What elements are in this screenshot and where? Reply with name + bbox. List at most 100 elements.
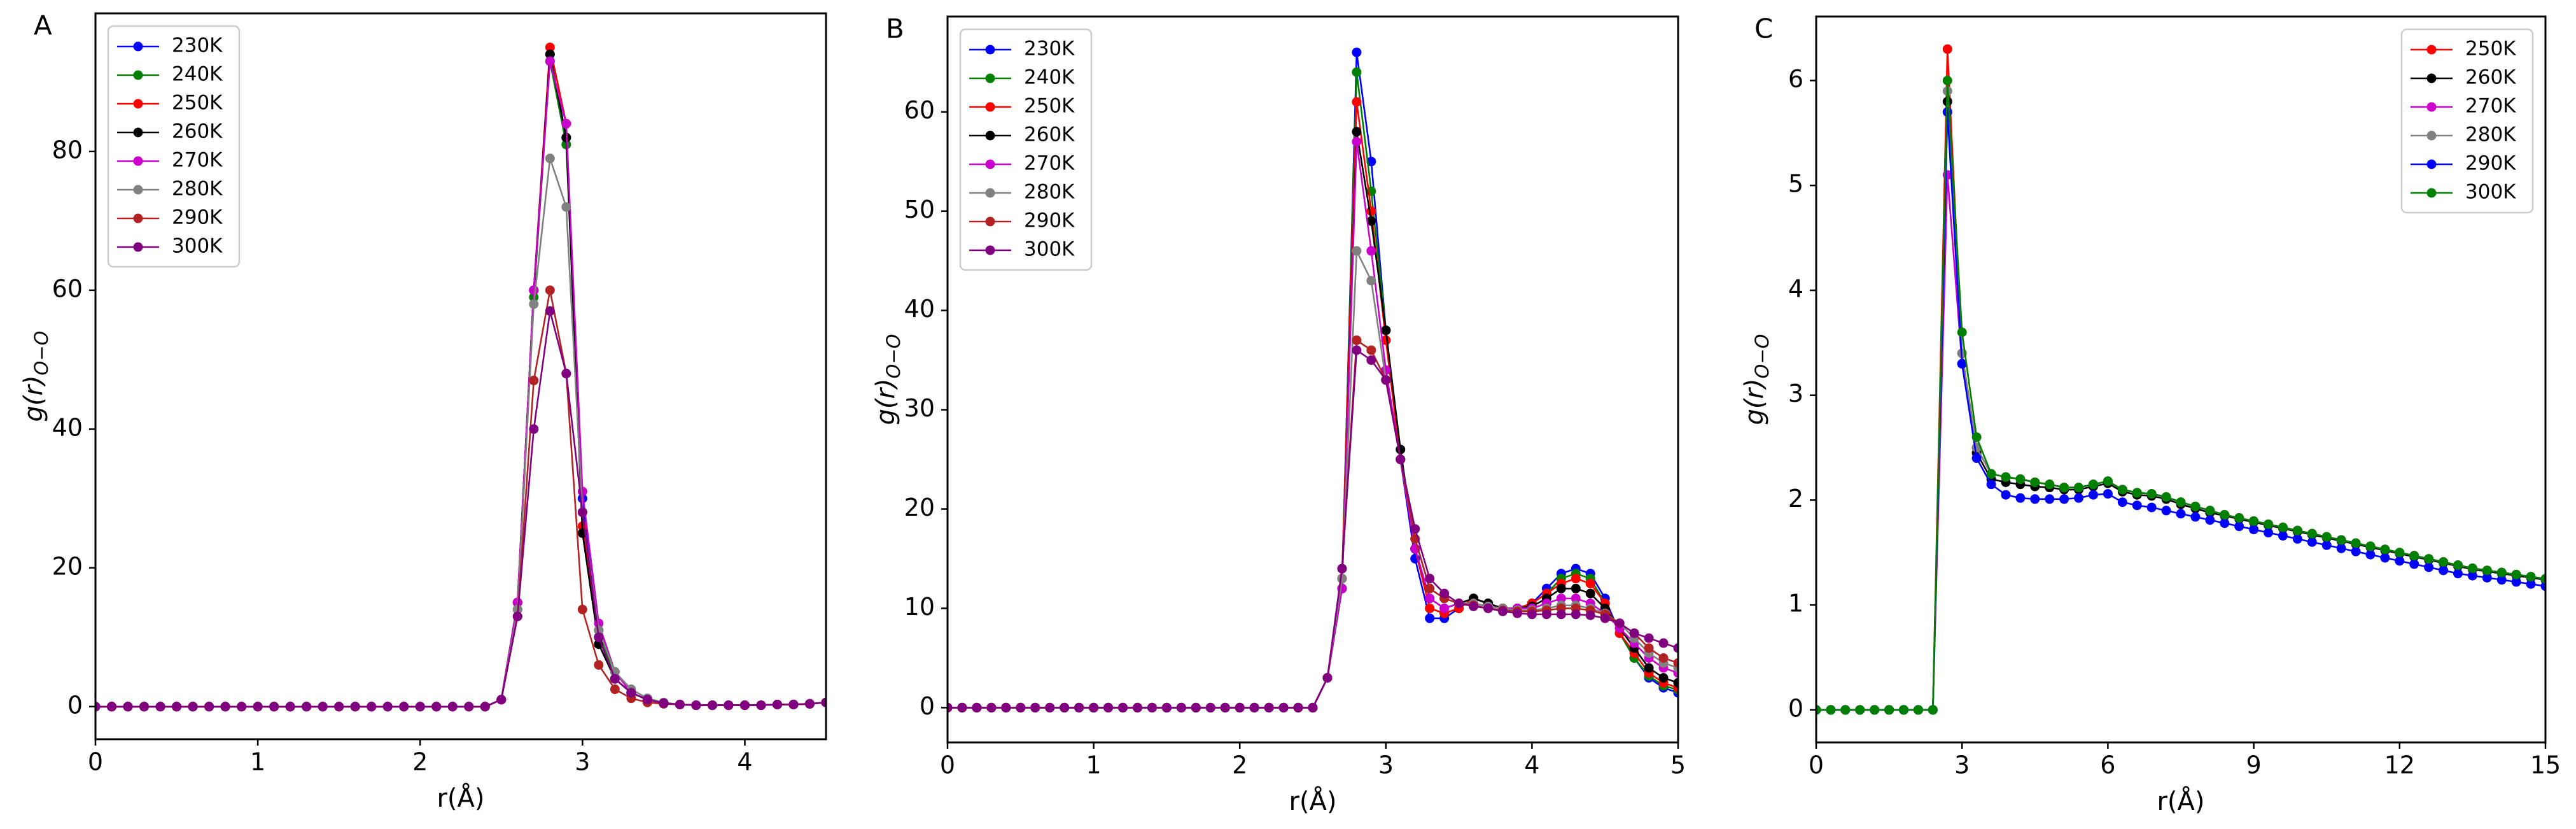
data-point: [2351, 538, 2361, 548]
data-point: [2365, 541, 2376, 551]
data-point: [2439, 565, 2449, 576]
data-point: [1469, 601, 1479, 611]
data-point: [1658, 638, 1669, 648]
legend-box: [959, 28, 1093, 271]
data-point: [1205, 702, 1215, 712]
data-point: [1439, 603, 1450, 613]
data-point: [2453, 569, 2463, 579]
data-point: [1366, 216, 1376, 226]
legend-label: 250K: [1024, 95, 1075, 118]
data-point: [1396, 444, 1406, 455]
data-point: [382, 702, 393, 712]
data-point: [2161, 492, 2171, 502]
data-point: [2015, 493, 2026, 503]
y-label-sub: O−O: [883, 334, 904, 379]
data-point: [139, 702, 150, 712]
y-tick-label: 0: [67, 691, 83, 719]
plot-area: [95, 42, 826, 712]
data-point: [1352, 345, 1362, 355]
data-point: [2176, 509, 2186, 519]
data-point: [1556, 593, 1566, 604]
data-point: [545, 306, 555, 316]
data-point: [367, 702, 377, 712]
data-point: [2496, 575, 2507, 585]
data-point: [1497, 606, 1508, 616]
data-point: [1352, 67, 1362, 77]
x-axis-label: r(Å): [2157, 786, 2204, 816]
data-point: [1118, 702, 1128, 712]
legend-label: 270K: [2465, 95, 2516, 118]
y-tick-label: 4: [1788, 274, 1803, 302]
data-point: [2540, 574, 2545, 584]
x-tick-label: 0: [88, 748, 103, 776]
data-point: [2380, 544, 2390, 555]
data-point: [659, 698, 669, 708]
data-point: [2176, 497, 2186, 507]
y-tick-label: 0: [1788, 694, 1803, 722]
x-axis-label: r(Å): [1289, 786, 1336, 816]
data-point: [1352, 47, 1362, 57]
data-point: [2117, 497, 2127, 507]
data-point: [1826, 705, 1836, 715]
series-line: [948, 250, 1678, 709]
y-tick-label: 10: [904, 593, 935, 621]
data-point: [1571, 593, 1581, 604]
data-point: [2467, 570, 2477, 581]
x-tick-label: 3: [1954, 751, 1970, 779]
data-point: [2511, 569, 2521, 579]
legend-marker: [985, 216, 995, 227]
data-point: [1191, 702, 1201, 712]
data-point: [1161, 702, 1172, 712]
x-tick-label: 15: [2530, 751, 2561, 779]
legend-label: 300K: [172, 235, 223, 258]
x-tick-label: 4: [1524, 751, 1539, 779]
data-point: [2045, 479, 2055, 490]
data-point: [1366, 246, 1376, 256]
y-tick-label: 80: [52, 136, 83, 164]
data-point: [1381, 335, 1391, 345]
plot-area: [1816, 44, 2545, 715]
data-point: [1816, 705, 1821, 715]
data-point: [285, 702, 295, 712]
data-point: [1410, 524, 1420, 534]
data-point: [415, 702, 425, 712]
data-point: [1235, 702, 1245, 712]
axes-frame: [946, 15, 1679, 744]
legend-label: 270K: [172, 149, 223, 172]
data-point: [2439, 557, 2449, 567]
data-point: [1942, 44, 1952, 54]
data-point: [2030, 494, 2040, 504]
data-point: [2059, 483, 2069, 493]
x-tick-label: 1: [250, 748, 265, 776]
data-point: [1673, 643, 1678, 653]
data-point: [318, 702, 328, 712]
data-point: [399, 702, 409, 712]
legend-marker: [2426, 102, 2437, 112]
data-point: [2453, 560, 2463, 570]
x-tick-label: 5: [1670, 751, 1686, 779]
data-point: [1381, 375, 1391, 385]
data-point: [1855, 705, 1865, 715]
legend-label: 260K: [1024, 124, 1075, 146]
data-point: [1045, 702, 1055, 712]
data-point: [1541, 609, 1551, 620]
legend-marker: [985, 73, 995, 83]
data-point: [1396, 455, 1406, 465]
data-point: [2409, 559, 2419, 569]
data-point: [986, 702, 997, 712]
data-point: [1899, 705, 1909, 715]
data-point: [1986, 469, 1996, 479]
data-point: [95, 702, 101, 712]
data-point: [1527, 609, 1537, 620]
data-point: [2321, 540, 2332, 550]
series-line: [948, 339, 1678, 709]
panel: 0 3 6 9 12 150123456r(Å)g(r)O−OC250K260K270K2…: [1740, 13, 2561, 817]
data-point: [821, 697, 826, 707]
data-point: [2482, 565, 2492, 576]
x-tick-label: 3: [575, 748, 590, 776]
x-tick-label: 0: [1809, 751, 1824, 779]
data-point: [2292, 525, 2302, 535]
data-point: [610, 684, 620, 695]
legend-label: 240K: [172, 63, 223, 86]
data-point: [594, 625, 604, 635]
